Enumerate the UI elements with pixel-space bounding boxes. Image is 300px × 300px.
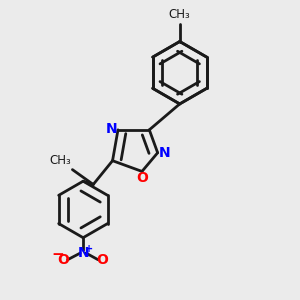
Text: O: O [58, 253, 69, 267]
Text: CH₃: CH₃ [169, 8, 190, 21]
Text: O: O [136, 171, 148, 185]
Text: O: O [96, 253, 108, 267]
Text: N: N [106, 122, 117, 136]
Text: +: + [85, 244, 93, 254]
Text: N: N [77, 246, 89, 260]
Text: N: N [158, 146, 170, 160]
Text: CH₃: CH₃ [49, 154, 71, 167]
Text: −: − [52, 248, 64, 262]
